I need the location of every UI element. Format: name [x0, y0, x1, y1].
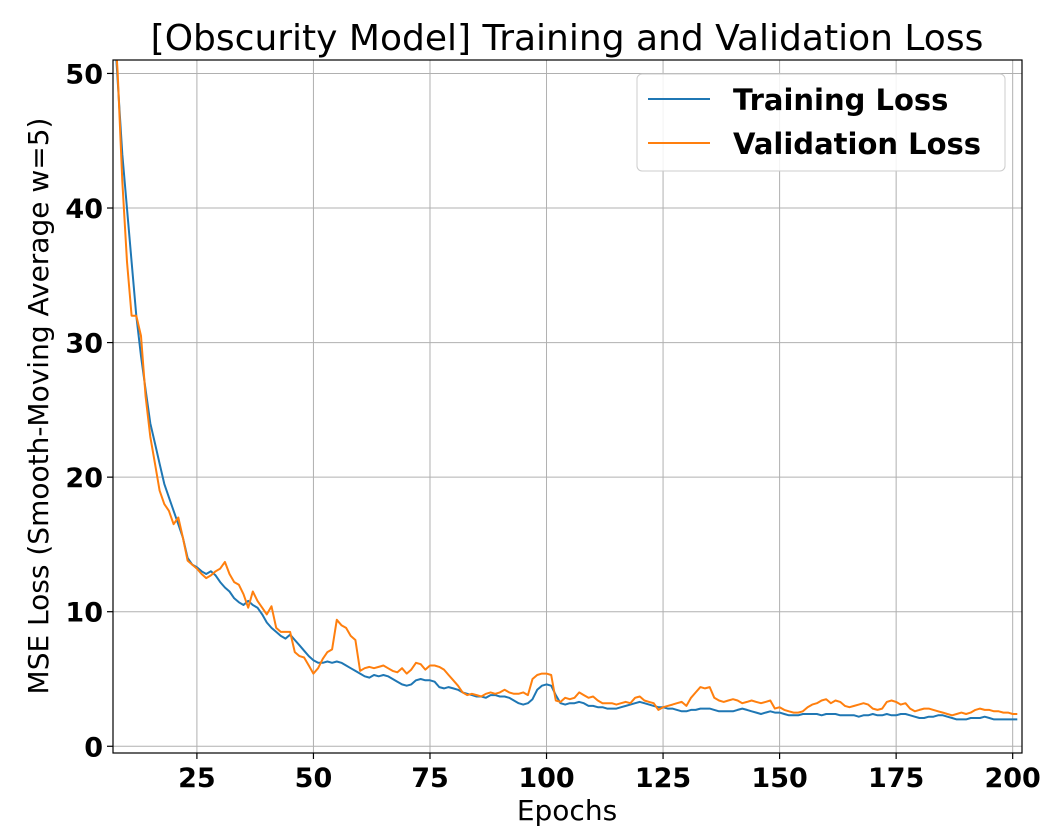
legend: Training Loss Validation Loss [636, 73, 1006, 172]
chart-title: [Obscurity Model] Training and Validatio… [151, 18, 984, 59]
series-line-training-loss [115, 60, 1018, 721]
x-axis-ticks: 25 50 75 100 125 150 175 200 [178, 753, 1041, 794]
x-tick-label: 150 [751, 763, 807, 794]
x-tick-label: 200 [984, 763, 1040, 794]
grid [113, 60, 1022, 753]
x-tick-label: 50 [295, 763, 333, 794]
plot-frame [112, 59, 1023, 754]
series-line-validation-loss [115, 60, 1018, 717]
x-tick-label: 75 [411, 763, 449, 794]
x-axis-label: Epochs [517, 794, 617, 827]
y-tick-label: 10 [65, 598, 103, 629]
x-tick-label: 125 [635, 763, 691, 794]
x-tick-label: 100 [518, 763, 574, 794]
x-tick-label: 175 [868, 763, 924, 794]
y-axis-label: MSE Loss (Smooth-Moving Average w=5) [22, 118, 55, 695]
y-axis-ticks: 0 10 20 30 40 50 [65, 59, 113, 763]
y-tick-label: 20 [65, 463, 103, 494]
y-tick-label: 40 [65, 194, 103, 225]
legend-box [636, 73, 1006, 172]
y-tick-label: 50 [65, 59, 103, 90]
legend-label-training: Training Loss [733, 83, 948, 117]
y-tick-label: 30 [65, 329, 103, 360]
legend-label-validation: Validation Loss [733, 127, 981, 161]
y-tick-label: 0 [84, 732, 103, 763]
series-lines [115, 60, 1018, 721]
x-tick-label: 25 [178, 763, 216, 794]
